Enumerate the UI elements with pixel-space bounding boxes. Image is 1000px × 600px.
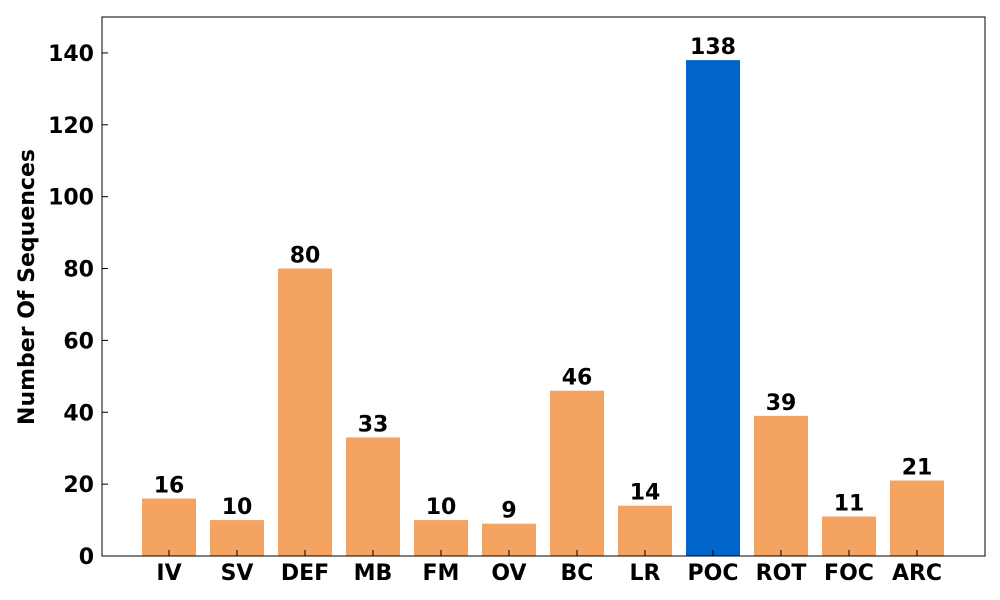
- y-tick-label: 0: [79, 545, 94, 570]
- x-tick-label-iv: IV: [156, 561, 181, 586]
- y-tick-label: 140: [48, 42, 94, 67]
- bar-def: [278, 268, 332, 556]
- y-tick-label: 20: [63, 473, 94, 498]
- x-tick-label-def: DEF: [281, 561, 329, 586]
- y-tick-label: 40: [63, 401, 94, 426]
- data-label-def: 80: [290, 244, 321, 269]
- y-tick-label: 120: [48, 114, 94, 139]
- x-tick-label-foc: FOC: [824, 561, 874, 586]
- x-tick-label-bc: BC: [561, 561, 594, 586]
- data-label-arc: 21: [902, 456, 933, 481]
- plot-frame: [101, 16, 986, 557]
- data-label-rot: 39: [766, 391, 797, 416]
- x-tick-label-sv: SV: [221, 561, 254, 586]
- y-axis-label: Number Of Sequences: [15, 149, 40, 425]
- bar-mb: [346, 437, 400, 556]
- x-tick-label-arc: ARC: [892, 561, 942, 586]
- data-label-fm: 10: [426, 495, 457, 520]
- bar-rot: [754, 415, 808, 556]
- bar-bc: [550, 390, 604, 556]
- bar-lr: [618, 505, 672, 556]
- data-label-lr: 14: [630, 481, 661, 506]
- y-tick-label: 80: [63, 258, 94, 283]
- data-label-iv: 16: [154, 474, 185, 499]
- x-tick-label-mb: MB: [354, 561, 393, 586]
- plot-area: 16 IV 10 SV 80 DEF 33 MB 10 FM 9 OV 46 BC 14 LR 138 POC 39…: [48, 16, 986, 586]
- bar-foc: [822, 516, 876, 556]
- y-tick-label: 100: [48, 186, 94, 211]
- bar-arc: [890, 480, 944, 556]
- x-tick-label-fm: FM: [423, 561, 460, 586]
- bar-poc: [686, 60, 740, 557]
- data-label-ov: 9: [501, 499, 516, 524]
- data-label-mb: 33: [358, 412, 389, 437]
- x-tick-label-rot: ROT: [756, 561, 807, 586]
- data-label-bc: 46: [562, 366, 593, 391]
- x-tick-label-poc: POC: [688, 561, 739, 586]
- y-tick-label: 60: [63, 329, 94, 354]
- data-label-sv: 10: [222, 495, 253, 520]
- data-label-foc: 11: [834, 491, 865, 516]
- data-label-poc: 138: [690, 35, 736, 60]
- bar-iv: [142, 498, 196, 556]
- x-tick-label-ov: OV: [491, 561, 526, 586]
- x-tick-label-lr: LR: [630, 561, 661, 586]
